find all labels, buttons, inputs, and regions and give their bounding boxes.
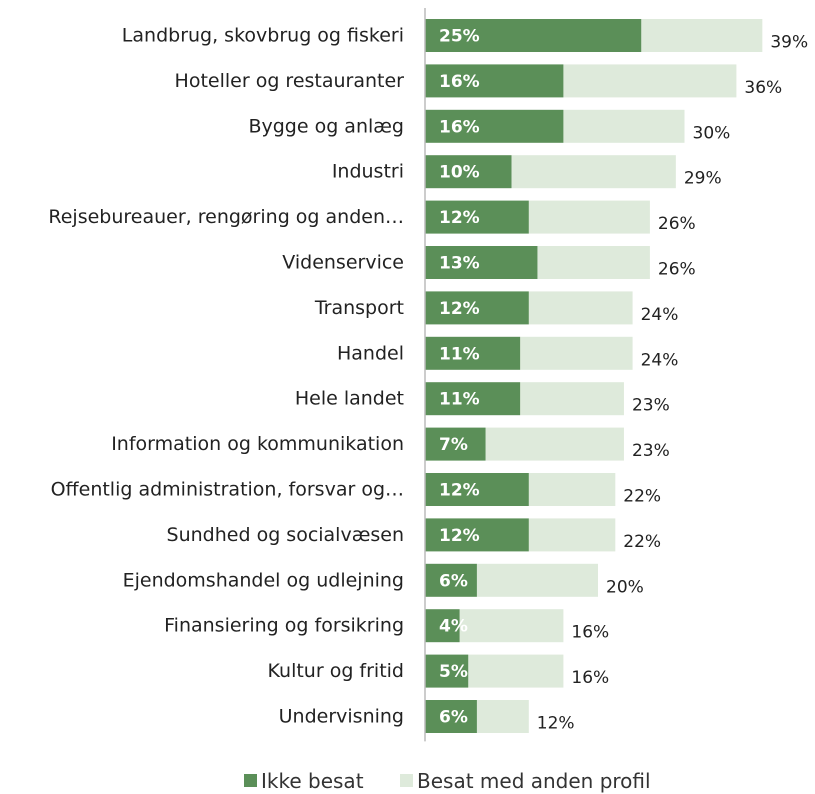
category-label: Offentlig administration, forsvar og…	[51, 479, 404, 501]
category-label: Ejendomshandel og udlejning	[123, 569, 404, 591]
bar-besat-med-anden-profil	[563, 109, 685, 143]
bar-value-label: 16%	[439, 117, 480, 137]
bar-value-label: 12%	[439, 481, 480, 501]
bar-ikke-besat	[425, 518, 529, 552]
category-label: Videnservice	[282, 252, 404, 274]
category-label: Landbrug, skovbrug og fiskeri	[122, 25, 404, 47]
bar-besat-med-anden-profil	[520, 336, 633, 370]
bar-value-label: 5%	[439, 662, 468, 682]
category-label: Information og kommunikation	[111, 433, 404, 455]
bar-value-label: 25%	[439, 27, 480, 47]
bar-besat-med-anden-profil	[528, 518, 616, 552]
bar-ikke-besat	[425, 19, 642, 52]
total-value-label: 24%	[641, 350, 679, 370]
bars-group: 25% 39% 16% 36% 16% 30% 10% 29% 12% 26% 13% 26% 12% 2…	[425, 19, 808, 734]
bar-ikke-besat	[425, 563, 477, 597]
total-value-label: 16%	[571, 623, 609, 643]
category-label: Industri	[332, 161, 404, 183]
total-value-label: 29%	[684, 169, 722, 189]
category-label: Finansiering og forsikring	[164, 615, 404, 637]
bar-besat-med-anden-profil	[476, 563, 598, 597]
total-value-label: 20%	[606, 577, 644, 597]
category-label: Sundhed og socialvæsen	[167, 524, 404, 546]
bar-besat-med-anden-profil	[641, 19, 763, 52]
category-label: Bygge og anlæg	[248, 115, 404, 137]
bar-ikke-besat	[425, 382, 521, 416]
bar-ikke-besat	[425, 246, 538, 279]
bar-besat-med-anden-profil	[520, 382, 624, 416]
bar-ikke-besat	[425, 700, 477, 733]
bar-value-label: 12%	[439, 526, 480, 546]
legend-label-ikke-besat: Ikke besat	[261, 769, 364, 793]
bar-value-label: 7%	[439, 435, 468, 455]
total-value-label: 26%	[658, 260, 696, 280]
bar-besat-med-anden-profil	[511, 155, 676, 189]
total-value-label: 39%	[770, 33, 808, 53]
bar-value-label: 12%	[439, 299, 480, 319]
total-value-label: 16%	[571, 668, 609, 688]
bar-value-label: 12%	[439, 208, 480, 228]
bar-value-label: 16%	[439, 72, 480, 92]
bar-besat-med-anden-profil	[468, 654, 564, 688]
total-value-label: 22%	[623, 487, 661, 507]
bar-ikke-besat	[425, 200, 529, 234]
bar-value-label: 11%	[439, 344, 480, 364]
bar-ikke-besat	[425, 336, 521, 370]
total-value-label: 24%	[641, 305, 679, 325]
category-label: Undervisning	[279, 706, 404, 728]
category-label: Kultur og fritid	[268, 660, 404, 682]
bar-value-label: 11%	[439, 390, 480, 410]
legend-label-besat-med-anden-profil: Besat med anden profil	[417, 769, 651, 793]
bar-ikke-besat	[425, 427, 486, 461]
bar-ikke-besat	[425, 654, 469, 688]
bar-besat-med-anden-profil	[563, 64, 737, 98]
bar-besat-med-anden-profil	[528, 473, 616, 506]
total-value-label: 23%	[632, 396, 670, 416]
bar-value-label: 4%	[439, 617, 468, 637]
bar-besat-med-anden-profil	[485, 427, 624, 461]
category-label: Handel	[337, 342, 404, 364]
category-label: Hoteller og restauranter	[175, 70, 405, 92]
total-value-label: 23%	[632, 441, 670, 461]
bar-besat-med-anden-profil	[528, 291, 633, 325]
category-label: Rejsebureauer, rengøring og anden…	[48, 206, 404, 228]
bar-value-label: 10%	[439, 163, 480, 183]
bar-besat-med-anden-profil	[537, 246, 650, 279]
legend-swatch-besat-med-anden-profil	[400, 774, 413, 787]
bar-ikke-besat	[425, 473, 529, 506]
category-label: Hele landet	[295, 388, 404, 410]
bar-ikke-besat	[425, 64, 564, 98]
bar-ikke-besat	[425, 291, 529, 325]
total-value-label: 22%	[623, 532, 661, 552]
legend: Ikke besat Besat med anden profil	[244, 769, 651, 793]
legend-swatch-ikke-besat	[244, 774, 257, 787]
bar-besat-med-anden-profil	[528, 200, 650, 234]
bar-ikke-besat	[425, 109, 564, 143]
bar-value-label: 6%	[439, 708, 468, 728]
bar-besat-med-anden-profil	[476, 700, 529, 733]
bar-ikke-besat	[425, 609, 460, 643]
total-value-label: 30%	[693, 123, 731, 143]
category-label: Transport	[314, 297, 404, 319]
bar-besat-med-anden-profil	[459, 609, 564, 643]
bar-value-label: 6%	[439, 571, 468, 591]
total-value-label: 12%	[537, 714, 575, 734]
bar-ikke-besat	[425, 155, 512, 189]
bar-value-label: 13%	[439, 254, 480, 274]
category-labels-group: Landbrug, skovbrug og fiskeri Hoteller og…	[48, 25, 404, 728]
total-value-label: 36%	[744, 78, 782, 98]
total-value-label: 26%	[658, 214, 696, 234]
